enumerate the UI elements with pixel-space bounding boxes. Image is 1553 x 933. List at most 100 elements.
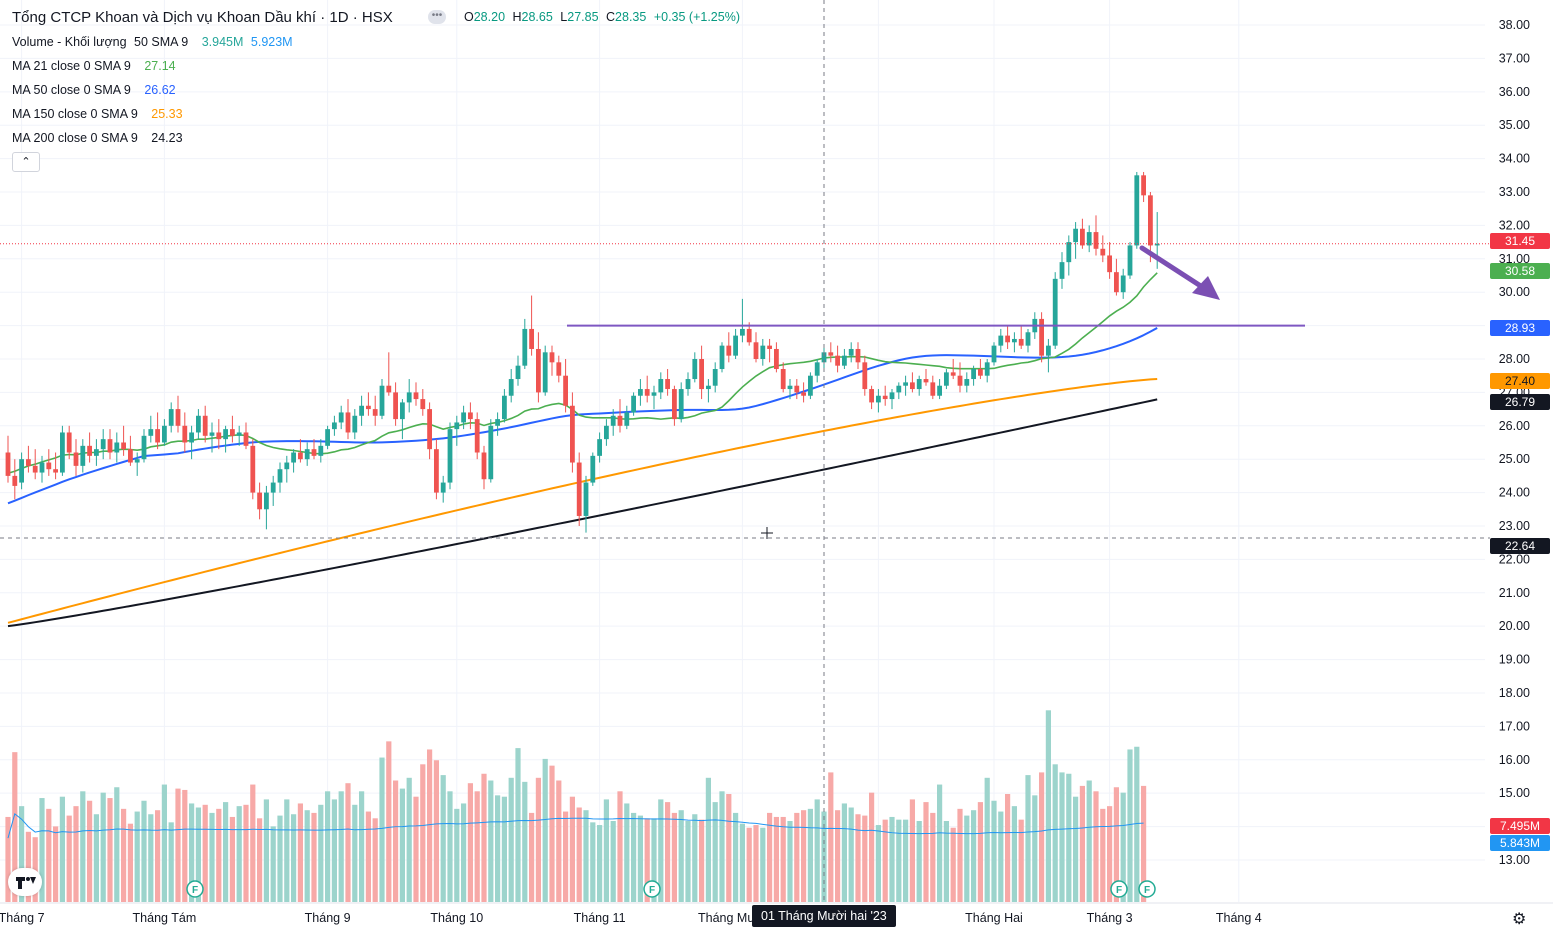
volume-bar [100,792,106,902]
candle [828,342,834,363]
volume-bar [767,812,773,902]
legend-ma150[interactable]: MA 150 close 0 SMA 9 25.33 [12,102,393,126]
volume-bar [903,819,909,902]
volume-bar [1052,764,1058,902]
symbol-title[interactable]: Tổng CTCP Khoan và Dịch vụ Khoan Dầu khí… [12,9,393,26]
candle [651,385,657,410]
candle [39,455,45,483]
volume-bar [875,825,881,902]
low-label: L [560,10,568,24]
volume-bar [1086,780,1092,902]
volume-bar [957,808,963,902]
marker-letter: F [1144,885,1150,896]
candle-body [495,419,500,426]
candle [32,449,38,480]
candle [780,362,786,393]
candle-body [175,409,181,426]
tradingview-logo-icon[interactable] [8,868,42,896]
candle-body [746,328,752,343]
volume-bar [291,814,297,902]
volume-bar [440,775,446,902]
candle-body [957,375,963,386]
volume-bar [760,827,766,902]
high-label: H [512,10,522,24]
volume-bar [508,777,514,902]
volume-bar [583,810,589,902]
financials-marker-icon: F [643,880,661,898]
volume-bar [474,791,480,902]
candle [366,392,371,416]
candle-body [141,435,147,460]
candle-body [168,409,174,426]
candle-body [570,405,575,463]
candle-body [80,445,86,466]
candle-body [1134,175,1140,246]
candle-body [862,362,868,390]
volume-bar [909,799,915,902]
volume-bar [372,818,378,902]
volume-bar [386,741,392,902]
candle-body [644,389,650,396]
candle [12,459,18,500]
volume-bar [209,812,215,902]
last-price-tag: 31.45 [1490,233,1550,249]
high-value: 28.65 [521,10,553,24]
legend-ma200[interactable]: MA 200 close 0 SMA 9 24.23 [12,126,393,150]
candle-body [774,348,779,370]
volume-params: 50 SMA 9 [134,35,189,49]
candle [801,382,806,403]
ma150-value: 25.33 [151,107,183,121]
candle-body [1059,262,1065,279]
ma200-params: 200 close 0 SMA 9 [33,131,138,145]
candle [937,379,942,400]
more-dots-icon[interactable]: ••• [428,10,446,24]
volume-bar [73,806,79,902]
candle-body [400,402,405,420]
candle-body [583,482,589,516]
volume-bar [644,818,650,902]
volume-bar [692,814,698,902]
candle [19,452,24,490]
candle-body [60,432,65,473]
candle-body [590,455,596,483]
candle [474,412,480,460]
candle [461,405,466,430]
candle [753,332,759,363]
candle-body [1073,228,1078,243]
candle-body [563,375,568,406]
price-tick-label: 32.00 [1499,218,1530,232]
collapse-legend-button[interactable]: ⌃ [12,152,40,172]
volume-bar [161,784,167,902]
volume-bar [522,781,528,902]
price-tick-label: 26.00 [1499,419,1530,433]
settings-gear-icon[interactable]: ⚙ [1512,911,1527,928]
candlesticks [5,171,1160,533]
candle-body [155,429,160,443]
candle [1005,325,1010,349]
ma200-price-tag: 26.79 [1490,394,1550,410]
candle-body [984,362,990,376]
candle-body [94,449,99,456]
ma150-label: MA [12,107,31,121]
candle [236,425,242,446]
volume-bar [712,802,718,902]
candle-body [576,462,582,516]
candle-body [1154,243,1160,246]
volume-bar [563,811,569,902]
volume-bar [1066,773,1072,902]
volume-bar [569,796,575,902]
price-tick-label: 36.00 [1499,85,1530,99]
candle-body [604,425,609,440]
volume-bar [141,800,147,902]
candle [304,442,310,466]
legend-volume[interactable]: Volume - Khối lượng 50 SMA 9 3.945M 5.92… [12,30,393,54]
volume-bar [331,799,337,902]
candle-body [1025,332,1031,346]
legend-ma50[interactable]: MA 50 close 0 SMA 9 26.62 [12,78,393,102]
price-tick-label: 20.00 [1499,619,1530,633]
volume-bar [338,791,344,902]
candle [481,445,487,490]
legend-ma21[interactable]: MA 21 close 0 SMA 9 27.14 [12,54,393,78]
candle-body [366,405,371,410]
